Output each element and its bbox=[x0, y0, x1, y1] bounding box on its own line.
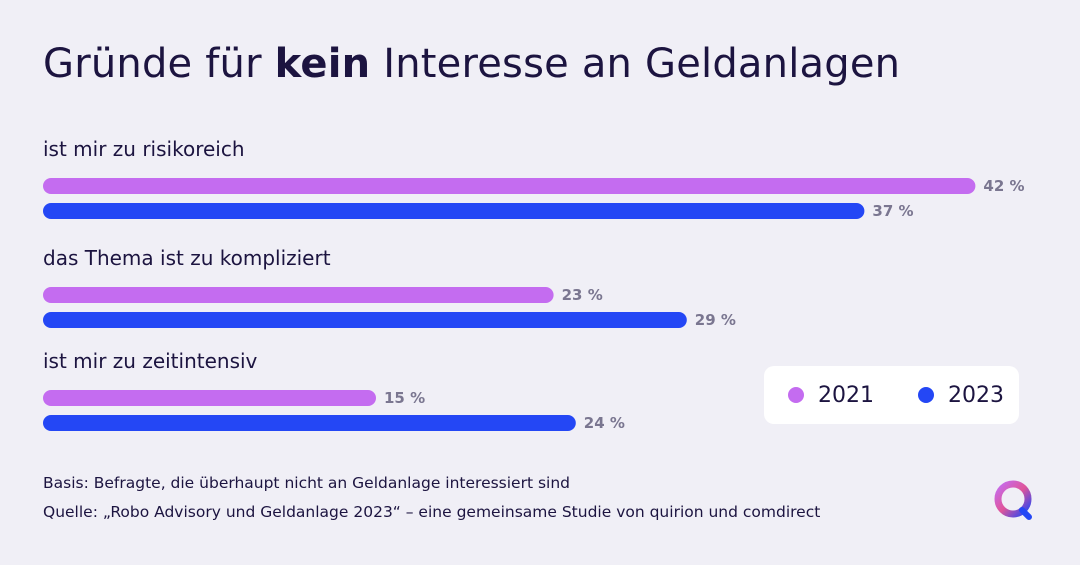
value-label: 29 % bbox=[695, 311, 736, 329]
value-label: 37 % bbox=[872, 202, 913, 220]
chart-title: Gründe für kein Interesse an Geldanlagen bbox=[43, 36, 900, 92]
value-label: 15 % bbox=[384, 389, 425, 407]
bar-2021 bbox=[43, 390, 376, 406]
category-label: das Thema ist zu kompliziert bbox=[43, 246, 331, 270]
legend-item-2023: 2023 bbox=[918, 366, 1004, 424]
title-bold: kein bbox=[274, 41, 371, 87]
legend-item-2021: 2021 bbox=[788, 366, 874, 424]
legend-dot-2021 bbox=[788, 387, 804, 403]
title-pre: Gründe für bbox=[43, 41, 275, 87]
value-label: 23 % bbox=[562, 286, 603, 304]
bar-2021 bbox=[43, 178, 976, 194]
value-label: 42 % bbox=[983, 177, 1024, 195]
footer-source: Quelle: „Robo Advisory und Geldanlage 20… bbox=[43, 503, 821, 521]
quirion-logo-icon bbox=[994, 480, 1032, 520]
bar-2021 bbox=[43, 287, 554, 303]
title-post: Interesse an Geldanlagen bbox=[370, 41, 901, 87]
category-label: ist mir zu risikoreich bbox=[43, 137, 245, 161]
legend-label-2023: 2023 bbox=[948, 382, 1004, 408]
category-label: ist mir zu zeitintensiv bbox=[43, 349, 258, 373]
value-label: 24 % bbox=[584, 414, 625, 432]
footer-basis: Basis: Befragte, die überhaupt nicht an … bbox=[43, 474, 571, 492]
bar-2023 bbox=[43, 203, 865, 219]
legend-dot-2023 bbox=[918, 387, 934, 403]
legend-label-2021: 2021 bbox=[818, 382, 874, 408]
bar-2023 bbox=[43, 312, 687, 328]
bar-2023 bbox=[43, 415, 576, 431]
legend: 2021 2023 bbox=[764, 366, 1019, 424]
